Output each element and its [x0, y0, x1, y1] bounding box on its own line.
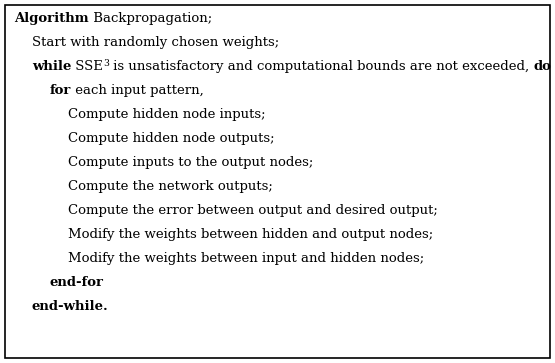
Text: Start with randomly chosen weights;: Start with randomly chosen weights; — [32, 36, 279, 49]
Text: Modify the weights between hidden and output nodes;: Modify the weights between hidden and ou… — [68, 228, 433, 241]
Text: while: while — [32, 60, 72, 73]
Text: each input pattern,: each input pattern, — [72, 84, 204, 97]
Text: is unsatisfactory and computational bounds are not exceeded,: is unsatisfactory and computational boun… — [109, 60, 533, 73]
Text: Compute the error between output and desired output;: Compute the error between output and des… — [68, 204, 438, 217]
Text: Compute inputs to the output nodes;: Compute inputs to the output nodes; — [68, 156, 314, 169]
Text: Compute hidden node inputs;: Compute hidden node inputs; — [68, 108, 266, 121]
FancyBboxPatch shape — [5, 5, 550, 358]
Text: Algorithm: Algorithm — [14, 12, 89, 25]
Text: Backpropagation;: Backpropagation; — [89, 12, 212, 25]
Text: Compute the network outputs;: Compute the network outputs; — [68, 180, 273, 193]
Text: end-while.: end-while. — [32, 300, 109, 313]
Text: Compute hidden node outputs;: Compute hidden node outputs; — [68, 132, 275, 145]
Text: end-for: end-for — [50, 276, 104, 289]
Text: Modify the weights between input and hidden nodes;: Modify the weights between input and hid… — [68, 252, 424, 265]
Text: for: for — [50, 84, 72, 97]
Text: SSE: SSE — [72, 60, 103, 73]
Text: 3: 3 — [103, 59, 109, 68]
Text: do: do — [533, 60, 551, 73]
